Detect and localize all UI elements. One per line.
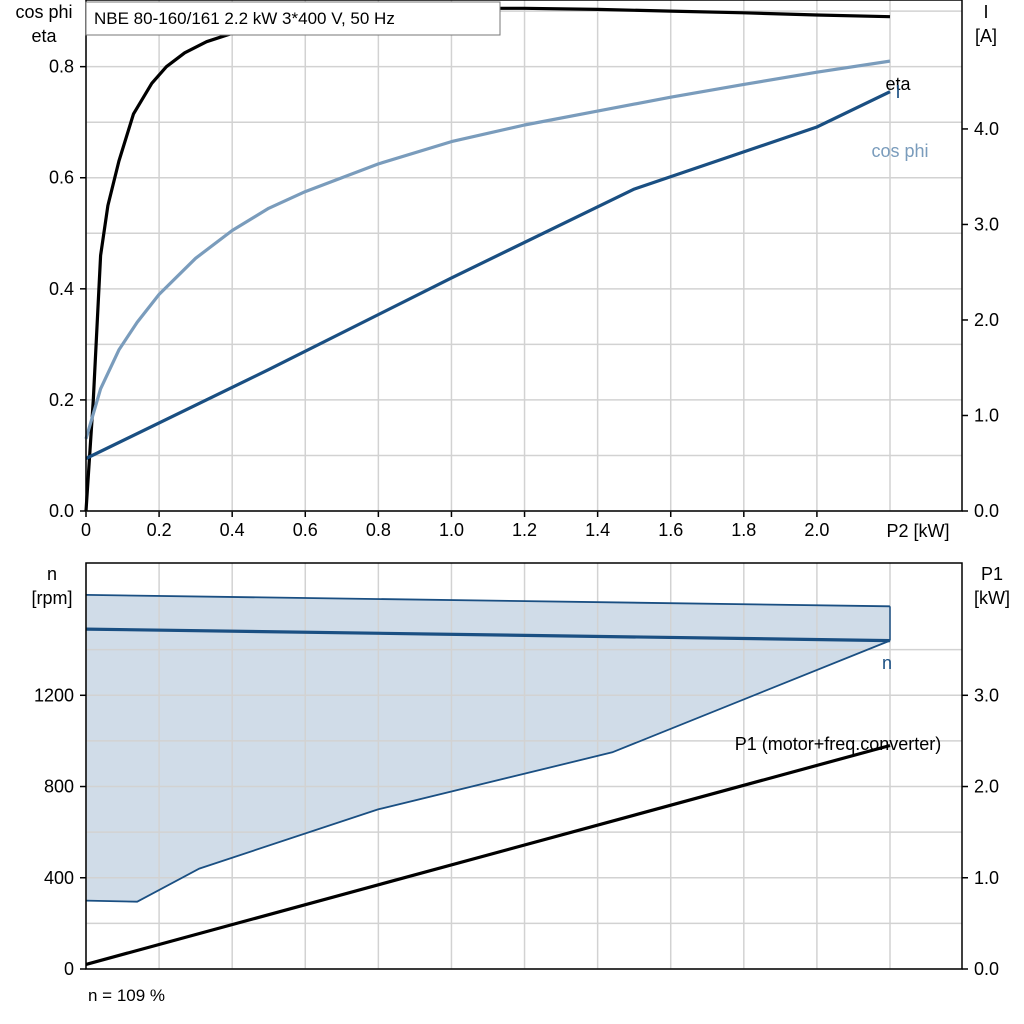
- top-x-tick-label: 1.2: [512, 520, 537, 540]
- bottom-y-left-tick-label: 400: [44, 868, 74, 888]
- operating-range-upper-edge: [85, 594, 891, 608]
- top-x-tick-label: 0.2: [147, 520, 172, 540]
- bottom-right-axis-label-p1: P1: [981, 564, 1003, 584]
- bottom-y-left-tick-label: 1200: [34, 685, 74, 705]
- x-axis-unit-label: P2 [kW]: [886, 521, 949, 541]
- top-panel-frame: [85, 0, 963, 512]
- top-x-tick-label: 1.6: [658, 520, 683, 540]
- top-left-axis-label-cosphi: cos phi: [15, 2, 72, 22]
- series-label-eta: eta: [885, 74, 911, 94]
- bottom-y-right-tick-label: 0.0: [974, 959, 999, 979]
- bottom-y-left-tick-label: 800: [44, 777, 74, 797]
- top-x-tick-label: 0.4: [220, 520, 245, 540]
- bottom-y-left-tick-label: 0: [64, 959, 74, 979]
- top-x-tick-label: 1.8: [731, 520, 756, 540]
- operating-range-fill: [86, 594, 890, 902]
- series-label-current: I: [895, 82, 900, 102]
- bottom-y-right-tick-label: 3.0: [974, 685, 999, 705]
- series-line-cos-phi: [84, 59, 891, 440]
- bottom-left-axis-label-n: n: [47, 564, 57, 584]
- top-x-tick-label: 0: [81, 520, 91, 540]
- operating-range-area: [86, 594, 890, 902]
- series-line-P1: [85, 743, 891, 966]
- top-y-left-tick-label: 0.0: [49, 501, 74, 521]
- top-x-tick-label: 1.0: [439, 520, 464, 540]
- top-panel-grid: [80, 0, 968, 517]
- top-right-axis-label-unit: [A]: [975, 26, 997, 46]
- series-label-p1: P1 (motor+freq.converter): [735, 734, 942, 754]
- bottom-y-right-tick-label: 1.0: [974, 868, 999, 888]
- top-x-tick-label: 0.6: [293, 520, 318, 540]
- series-line-I: [85, 90, 891, 460]
- bottom-panel-tick-labels: 0 400 800 1200 0.0 1.0 2.0 3.0: [34, 685, 999, 979]
- operating-range-lower-edge: [85, 639, 891, 903]
- speed-note: n = 109 %: [88, 986, 165, 1005]
- top-x-tick-label: 2.0: [804, 520, 829, 540]
- bottom-y-right-tick-label: 2.0: [974, 777, 999, 797]
- chart-title: NBE 80-160/161 2.2 kW 3*400 V, 50 Hz: [94, 9, 395, 28]
- bottom-panel-curves: [85, 594, 891, 966]
- top-y-right-tick-label: 4.0: [974, 119, 999, 139]
- top-x-tick-label: 1.4: [585, 520, 610, 540]
- top-y-right-tick-label: 0.0: [974, 501, 999, 521]
- top-y-left-tick-label: 0.8: [49, 57, 74, 77]
- top-y-left-tick-label: 0.2: [49, 390, 74, 410]
- top-panel-tick-labels: 0 0.2 0.4 0.6 0.8 1.0 1.2 1.4 1.6 1.8 2.0 0.0 0.2 0.4…: [49, 57, 999, 540]
- title-box: [85, 1, 501, 36]
- top-y-left-tick-label: 0.6: [49, 168, 74, 188]
- top-y-right-tick-label: 3.0: [974, 214, 999, 234]
- series-label-cosphi: cos phi: [871, 141, 928, 161]
- series-label-n: n: [882, 653, 892, 673]
- bottom-right-axis-label-unit: [kW]: [974, 588, 1010, 608]
- top-y-right-tick-label: 1.0: [974, 405, 999, 425]
- series-line-n: [85, 627, 891, 643]
- top-right-axis-label-i: I: [983, 2, 988, 22]
- top-panel-curves: [84, 6, 891, 512]
- top-y-left-tick-label: 0.4: [49, 279, 74, 299]
- top-y-right-tick-label: 2.0: [974, 310, 999, 330]
- top-left-axis-label-eta: eta: [31, 26, 57, 46]
- bottom-panel-frame: [85, 562, 963, 970]
- bottom-left-axis-label-rpm: [rpm]: [31, 588, 72, 608]
- top-x-tick-label: 0.8: [366, 520, 391, 540]
